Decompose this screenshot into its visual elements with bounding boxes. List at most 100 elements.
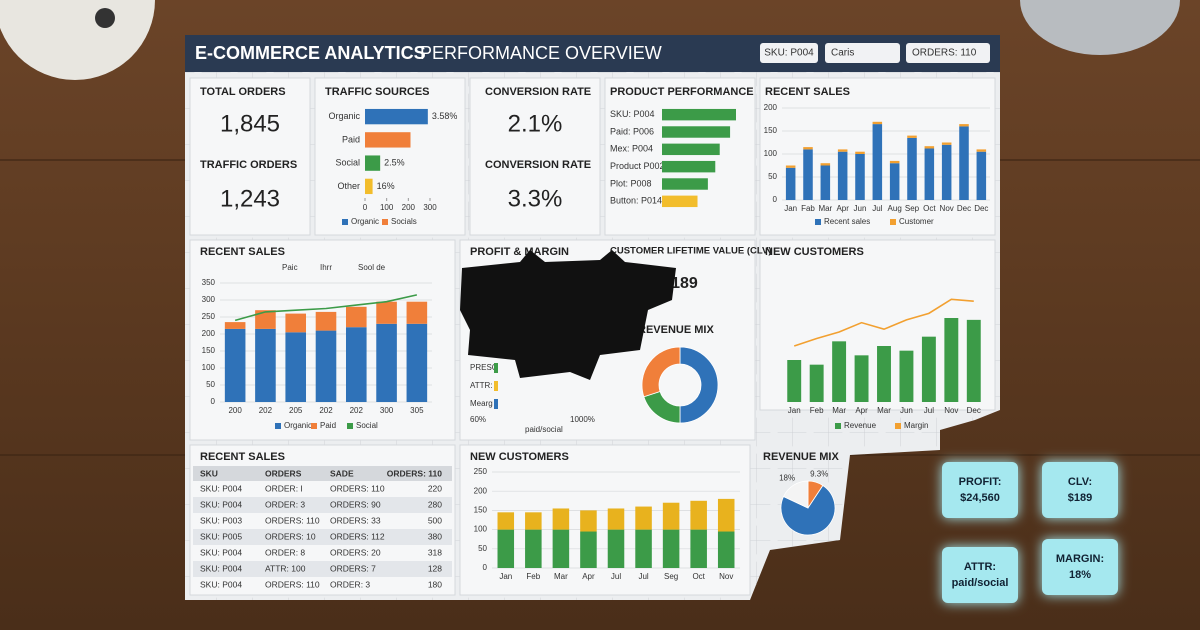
legend-label: Paic [282,263,298,272]
bar [907,135,917,138]
cell: ORDERS: 10 [265,531,316,541]
panel-title: CONVERSION RATE [485,159,591,171]
orders-box[interactable] [906,43,990,63]
bar [966,319,981,402]
y-tick-label: 200 [202,329,216,338]
cell: ORDERS: 110 [265,515,320,525]
y-tick-label: 0 [211,397,216,406]
bar [787,360,802,402]
legend-label: Paid [320,421,336,430]
bar [717,498,735,532]
bar [406,301,428,324]
x-tick-label: Jul [924,406,934,415]
panel-title: NEW CUSTOMERS [470,451,569,463]
bar [837,149,848,152]
cell: ORDER: 3 [330,579,370,589]
row-label: ATTR: [470,381,493,390]
bar [924,146,935,149]
bar [855,154,865,200]
cell: SKU: P004 [200,563,242,573]
bar-label: Paid [342,134,360,144]
x-tick-label: Mar [832,406,846,415]
bar [224,328,246,402]
legend-label: Organic [351,217,379,226]
legend-label: Margin [904,421,928,430]
x-tick-label: 0 [363,203,368,212]
bar [921,336,936,402]
cell: SKU: P003 [200,515,242,525]
bar [580,510,597,532]
legend-swatch [815,219,821,225]
sku-label: SKU: P004 [764,48,814,59]
cell: ORDERS: 110 [265,579,320,589]
loose-piece [1042,462,1118,518]
bar [525,529,542,568]
bar [872,124,883,200]
bar [662,529,680,568]
select-box[interactable] [825,43,900,63]
bar [820,163,831,166]
y-tick-label: 200 [474,486,488,495]
y-tick-label: 0 [773,195,778,204]
bar [717,531,735,568]
legend-swatch [835,423,841,429]
bar [690,529,707,568]
x-tick-label: Jan [788,406,801,415]
x-tick-label: Apr [836,204,849,213]
x-tick-label: Nov [944,406,958,415]
line [234,294,418,322]
legend-swatch [275,423,281,429]
x-tick-label: Nov [940,204,954,213]
value-label: 3.58% [432,111,458,121]
mini-bar [494,381,498,391]
x-tick-label: Oct [692,572,705,581]
cell: ORDERS: 33 [330,515,381,525]
bar [580,531,597,568]
mini-bar [494,399,498,409]
slice [641,346,681,398]
x-tick-label: Jun [854,204,867,213]
bar [607,529,625,568]
x-tick-label: 200 [228,406,242,415]
panel-title: TRAFFIC ORDERS [200,159,297,171]
bar [809,364,824,402]
x-tick-label: Oct [923,204,936,213]
kpi-value: 1,243 [220,185,280,212]
panel-title: RECENT SALES [200,451,285,463]
legend-swatch [342,219,348,225]
bar [941,144,952,200]
cell: ORDER: 3 [265,499,305,509]
sku-box[interactable] [760,43,818,63]
bar [365,108,428,125]
y-tick-label: 50 [768,172,777,181]
cell: ORDERS: 110 [330,483,385,493]
bar [315,330,337,402]
panel-title: PROFIT & MARGIN [470,246,569,258]
kpi-value: 3.3% [508,185,563,212]
kpi-value: 2.1% [508,110,563,137]
slice [679,346,719,424]
bar [635,529,652,568]
bar [365,132,411,148]
panel-title: CUSTOMER LIFETIME VALUE (CLV) [610,246,772,257]
bar [497,529,515,568]
legend-label: Organic [284,421,312,430]
legend-swatch [382,219,388,225]
bar [941,142,952,145]
legend-label: Revenue [844,421,877,430]
panel-title: TOTAL ORDERS [200,86,286,98]
piece-label: CLV: [1068,476,1092,488]
legend-label: Recent sales [824,217,870,226]
bar [976,151,987,200]
line [793,298,974,347]
x-tick-label: Jun [900,406,913,415]
bar [872,121,883,125]
bar-label: Other [337,181,360,191]
bar [662,108,736,121]
bar [855,151,865,154]
bar [255,310,276,329]
row-label: PRESO [470,363,498,372]
header-title: E-COMMERCE ANALYTICS [195,43,426,63]
x-tick-label: Jan [784,204,797,213]
bar [376,301,397,324]
